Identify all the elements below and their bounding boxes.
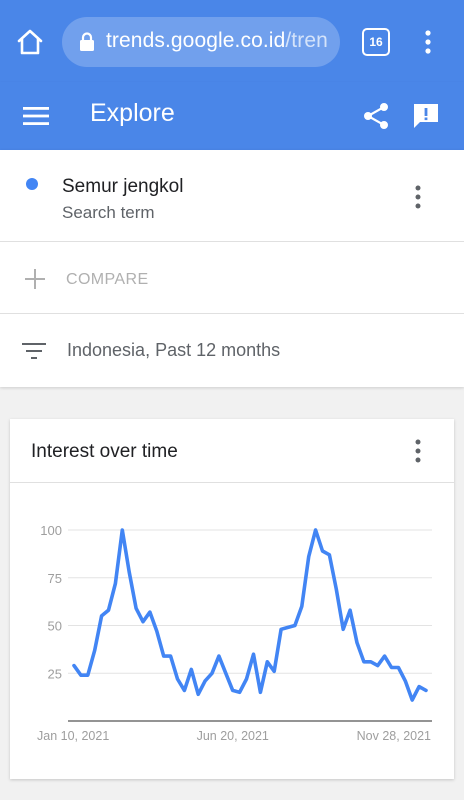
filter-row[interactable]: Indonesia, Past 12 months: [0, 314, 464, 387]
url-path: /tren: [285, 29, 328, 52]
page-title: Explore: [90, 99, 175, 127]
card-header: Interest over time: [10, 419, 454, 483]
compare-button: COMPARE: [66, 271, 149, 288]
app-bar: Explore: [0, 82, 464, 150]
more-vert-icon[interactable]: [408, 184, 428, 210]
browser-toolbar: trends.google.co.id/tren 16: [0, 0, 464, 82]
url-domain: trends.google.co.id: [106, 29, 286, 52]
x-tick-label: Jun 20, 2021: [197, 729, 269, 743]
url-bar[interactable]: trends.google.co.id/tren: [62, 17, 340, 67]
y-tick-label: 50: [48, 619, 62, 634]
x-tick-label: Nov 28, 2021: [357, 729, 431, 743]
y-tick-label: 75: [48, 571, 62, 586]
y-tick-label: 100: [40, 523, 62, 538]
search-term-row[interactable]: Semur jengkol Search term: [0, 150, 464, 242]
search-term-type: Search term: [62, 203, 155, 222]
series-line: [72, 528, 428, 702]
url-text: trends.google.co.id/tren: [106, 29, 328, 53]
feedback-icon[interactable]: [410, 100, 442, 132]
browser-menu-icon[interactable]: [418, 28, 438, 56]
filter-icon: [22, 343, 46, 359]
plus-icon: [25, 269, 45, 289]
interest-line-chart: 100 75 50 25 Jan 10, 2021 Jun 20, 2021 Nov 28,…: [37, 523, 432, 743]
series-color-dot: [26, 178, 38, 190]
lock-icon: [80, 32, 94, 51]
tab-switcher-button[interactable]: 16: [362, 28, 390, 56]
filter-label: Indonesia, Past 12 months: [67, 340, 281, 360]
search-term-name: Semur jengkol: [62, 176, 184, 197]
more-vert-icon[interactable]: [408, 438, 428, 464]
home-icon[interactable]: [14, 26, 46, 58]
x-tick-label: Jan 10, 2021: [37, 729, 109, 743]
card-title: Interest over time: [31, 441, 178, 462]
share-icon[interactable]: [360, 100, 392, 132]
explore-panel: Semur jengkol Search term COMPARE Indone…: [0, 150, 464, 387]
menu-icon[interactable]: [22, 104, 50, 128]
y-tick-label: 25: [48, 666, 62, 681]
interest-over-time-card: Interest over time 100 75 50 25 Jan 10, 2021…: [10, 419, 454, 779]
compare-row[interactable]: COMPARE: [0, 242, 464, 314]
